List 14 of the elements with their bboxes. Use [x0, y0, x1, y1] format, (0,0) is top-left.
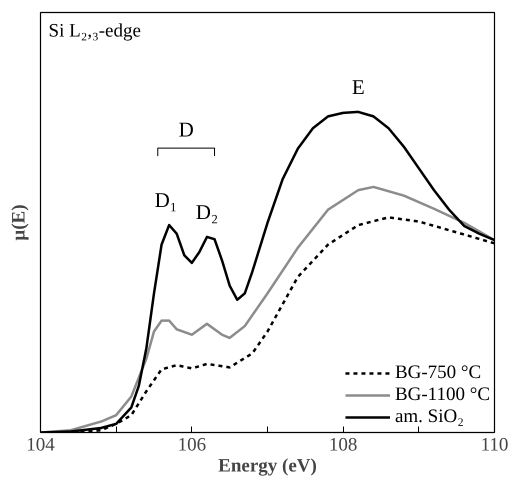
x-tick-label: 110	[480, 434, 508, 456]
x-tick-label: 106	[178, 434, 206, 456]
x-tick-label: 104	[26, 434, 56, 456]
legend-label: am. SiO₂	[394, 406, 464, 428]
annotation: D	[178, 118, 194, 142]
legend-label: BG-750 °C	[394, 362, 482, 384]
annotation: D₂	[196, 200, 218, 224]
text: Si L₂,₃-edge	[48, 20, 141, 42]
annotation: E	[352, 75, 365, 100]
annotation: D₁	[154, 188, 178, 212]
y-axis-title: μ(E)	[8, 204, 30, 241]
x-axis-title: Energy (eV)	[218, 456, 317, 476]
legend-label: BG-1100 °C	[394, 384, 490, 406]
x-tick-label: 108	[328, 434, 358, 456]
